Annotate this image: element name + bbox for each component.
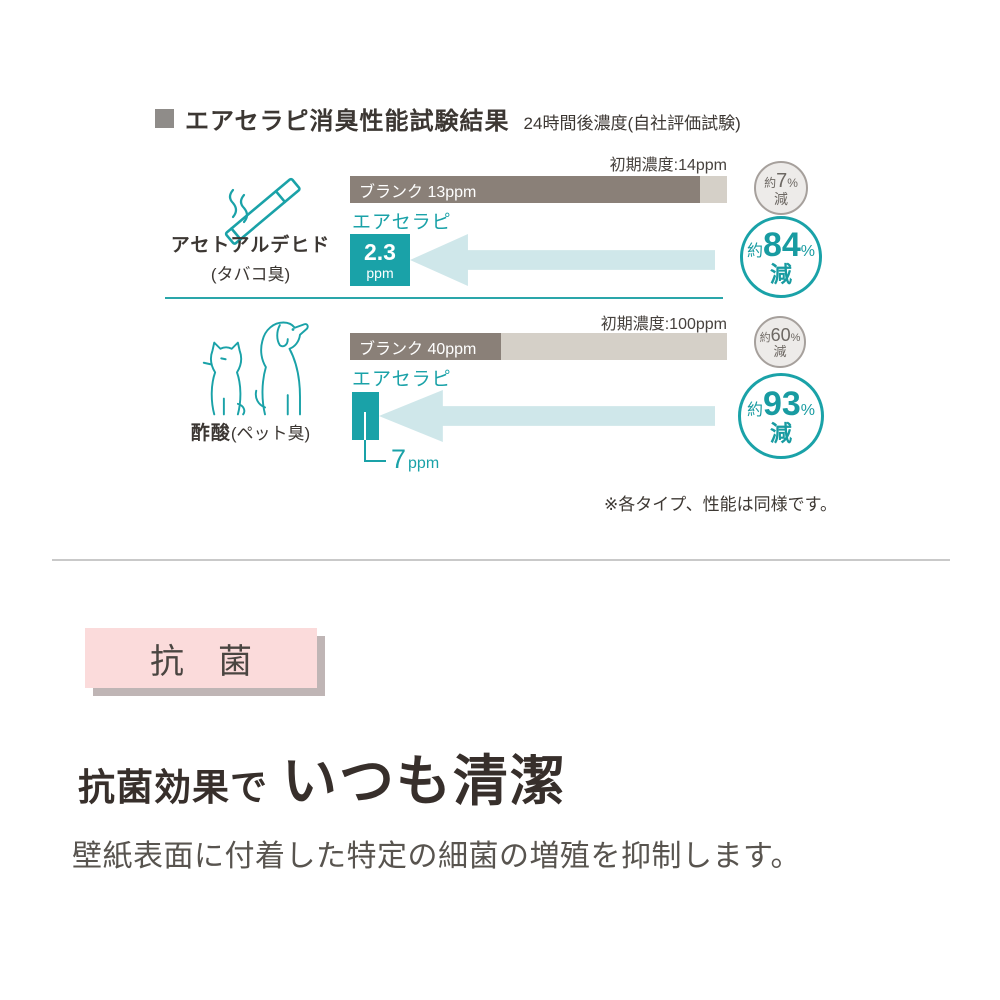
reduction-arrow	[410, 234, 715, 286]
substance-label-acetic-acid: 酢酸(ペット臭)	[163, 418, 338, 445]
result-callout: 7 ppm	[391, 444, 439, 475]
antibacterial-badge: 抗 菌	[85, 628, 317, 688]
result-unit: ppm	[366, 264, 394, 281]
substance-name: アセトアルデヒド	[170, 235, 331, 256]
blank-reduction-circle: 約 60% 減	[754, 316, 806, 368]
percent-sign: %	[790, 332, 801, 344]
reduce-label: 減	[773, 344, 787, 359]
blank-reduction-circle: 約 7% 減	[754, 161, 808, 215]
result-unit: ppm	[408, 455, 440, 472]
result-value: 7	[391, 444, 407, 474]
row-divider	[165, 297, 723, 299]
cigarette-icon	[200, 160, 318, 260]
result-value: 2.3	[364, 238, 396, 265]
reduce-label: 減	[769, 421, 792, 446]
chart-title: エアセラピ消臭性能試験結果	[185, 108, 510, 135]
approx-label: 約	[746, 402, 763, 419]
approx-label: 約	[759, 332, 771, 344]
reduction-value: 60	[770, 325, 791, 345]
callout-line-horizontal	[364, 460, 386, 462]
reduction-value: 7	[776, 169, 788, 192]
approx-label: 約	[746, 243, 763, 260]
substance-label-acetaldehyde: アセトアルデヒド (タバコ臭)	[163, 230, 338, 285]
chart-note: ※各タイプ、性能は同様です。	[603, 495, 837, 514]
reduction-value: 93	[762, 385, 801, 423]
product-label: エアセラピ	[352, 369, 452, 390]
initial-concentration-label: 初期濃度:14ppm	[609, 157, 727, 174]
blank-bar-fill: ブランク 13ppm	[350, 176, 700, 203]
approx-label: 約	[764, 175, 777, 190]
product-reduction-circle: 約 93% 減	[738, 373, 824, 459]
reduce-label: 減	[774, 190, 788, 207]
reduce-label: 減	[769, 262, 792, 287]
product-label: エアセラピ	[352, 212, 452, 233]
reduction-value: 84	[762, 226, 801, 264]
cat-dog-icon	[195, 318, 335, 418]
chart-subtitle: 24時間後濃度(自社評価試験)	[523, 113, 741, 133]
percent-sign: %	[787, 175, 798, 190]
antibacterial-description: 壁紙表面に付着した特定の細菌の増殖を抑制します。	[72, 840, 801, 873]
blank-bar-fill: ブランク 40ppm	[350, 333, 501, 360]
antibacterial-heading: 抗菌効果で いつも清潔	[78, 736, 567, 816]
percent-sign: %	[800, 402, 816, 419]
substance-name: 酢酸	[190, 423, 231, 444]
blank-bar: ブランク 40ppm	[350, 333, 727, 360]
square-bullet-icon	[155, 109, 174, 128]
percent-sign: %	[800, 243, 816, 260]
odor-type: (ペット臭)	[230, 424, 311, 443]
heading-main: いつも清潔	[282, 750, 568, 812]
odor-type: (タバコ臭)	[210, 265, 291, 284]
heading-prefix: 抗菌効果で	[78, 767, 268, 808]
product-reduction-circle: 約 84% 減	[740, 216, 822, 298]
blank-bar: ブランク 13ppm	[350, 176, 727, 203]
section-divider	[52, 559, 950, 561]
callout-line-vertical	[364, 440, 366, 462]
reduction-arrow	[379, 390, 715, 442]
chart-title-row: エアセラピ消臭性能試験結果 24時間後濃度(自社評価試験)	[155, 101, 741, 136]
result-box: 2.3 ppm	[350, 234, 410, 286]
initial-concentration-label: 初期濃度:100ppm	[600, 316, 727, 333]
callout-line-inner	[364, 412, 366, 440]
